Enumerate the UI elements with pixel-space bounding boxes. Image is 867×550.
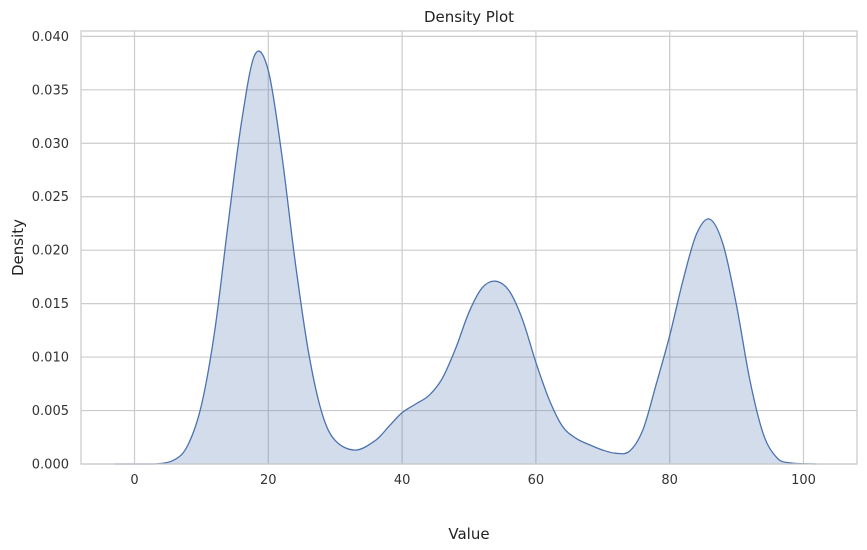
x-tick-label: 20 — [260, 473, 277, 488]
plot-frame — [80, 30, 858, 465]
plot-border — [80, 30, 858, 465]
x-tick-label: 40 — [394, 473, 411, 488]
y-tick-label: 0.015 — [32, 297, 69, 312]
density-area — [114, 51, 817, 464]
y-tick-label: 0.005 — [32, 404, 69, 419]
y-tick-label: 0.030 — [32, 137, 69, 152]
y-tick-label: 0.010 — [32, 351, 69, 366]
density-line — [114, 50, 817, 465]
y-tick-label: 0.035 — [32, 83, 69, 98]
x-tick-label: 100 — [791, 473, 816, 488]
x-tick-label: 80 — [661, 473, 678, 488]
x-tick-label: 0 — [130, 473, 138, 488]
y-ticks: 0.000 0.005 0.010 0.015 0.020 0.025 0.030 0.035… — [32, 30, 69, 473]
grid — [81, 31, 857, 465]
x-ticks: 0 20 40 60 80 100 — [130, 473, 816, 488]
y-tick-label: 0.020 — [32, 244, 69, 259]
x-tick-label: 60 — [528, 473, 545, 488]
y-tick-label: 0.025 — [32, 190, 69, 205]
y-axis-label: Density — [9, 219, 27, 276]
y-tick-label: 0.000 — [32, 458, 69, 473]
x-axis-label: Value — [448, 525, 489, 543]
y-tick-label: 0.040 — [32, 30, 69, 45]
chart-title: Density Plot — [424, 8, 514, 26]
